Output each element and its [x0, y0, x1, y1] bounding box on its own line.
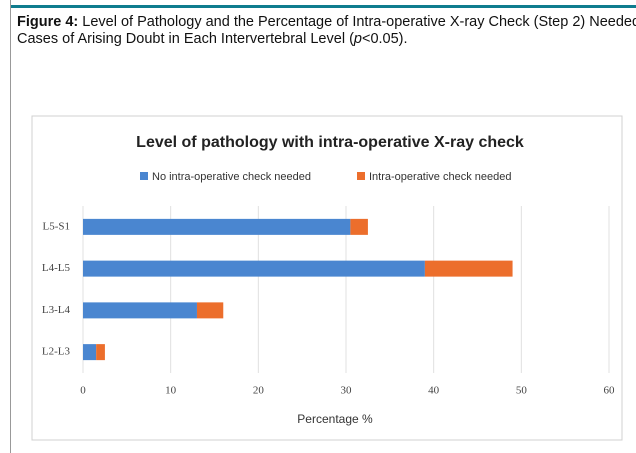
y-tick-label: L5-S1 [43, 220, 71, 232]
chart-box [31, 115, 623, 441]
chart-title: Level of pathology with intra-operative … [136, 134, 524, 151]
figure-frame: Figure 4: Level of Pathology and the Per… [10, 0, 636, 453]
legend-label: No intra-operative check needed [152, 171, 311, 183]
x-axis-label: Percentage % [297, 412, 373, 426]
x-tick-label: 40 [428, 385, 440, 397]
bar-segment [424, 260, 513, 277]
bar-segment [83, 260, 425, 277]
x-tick-label: 60 [604, 385, 616, 397]
caption: Figure 4: Level of Pathology and the Per… [17, 14, 636, 48]
legend-swatch [140, 172, 148, 180]
caption-text: Level of Pathology and the Percentage of… [17, 14, 636, 47]
y-tick-label: L3-L4 [42, 304, 71, 316]
legend-label: Intra-operative check needed [369, 171, 511, 183]
bar-segment [350, 218, 368, 235]
x-tick-label: 50 [516, 385, 528, 397]
x-tick-label: 0 [80, 385, 86, 397]
top-rule [11, 5, 636, 8]
bar-segment [196, 302, 224, 319]
legend-swatch [357, 172, 365, 180]
caption-p: p [353, 31, 362, 47]
x-tick-label: 10 [165, 385, 177, 397]
bar-segment [96, 344, 105, 361]
caption-text: <0.05). [361, 31, 408, 47]
bar-segment [83, 344, 97, 361]
caption-label: Figure 4: [17, 14, 79, 30]
y-tick-label: L4-L5 [42, 262, 71, 274]
y-tick-label: L2-L3 [42, 346, 71, 358]
bar-segment [83, 218, 351, 235]
bar-segment [83, 302, 197, 319]
x-tick-label: 20 [253, 385, 265, 397]
x-tick-label: 30 [341, 385, 353, 397]
